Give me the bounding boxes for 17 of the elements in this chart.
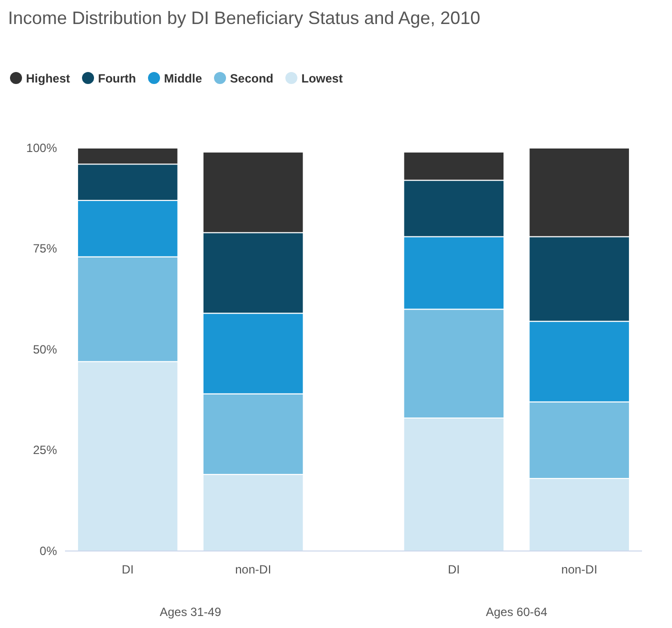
y-tick-label: 0% [40,544,58,558]
legend-label: Highest [26,72,70,86]
y-tick-label: 25% [32,443,58,458]
x-tick-label: non-DI [561,562,598,577]
legend-label: Fourth [98,72,136,86]
x-tick-label: non-DI [235,562,272,577]
chart-title: Income Distribution by DI Beneficiary Status and Age, 2010 [8,8,480,28]
legend-label: Middle [164,72,202,86]
text: Ages 60-64 [486,605,548,619]
y-tick-label: 100% [26,140,58,155]
legend-label: Lowest [301,72,343,86]
x-tick-label: DI [448,562,460,577]
y-tick-label: 75% [32,242,58,256]
x-tick-label: DI [122,562,134,577]
y-tick-label: 50% [32,342,58,356]
text: Ages 31-49 [160,605,222,619]
legend-label: Second [230,72,274,86]
